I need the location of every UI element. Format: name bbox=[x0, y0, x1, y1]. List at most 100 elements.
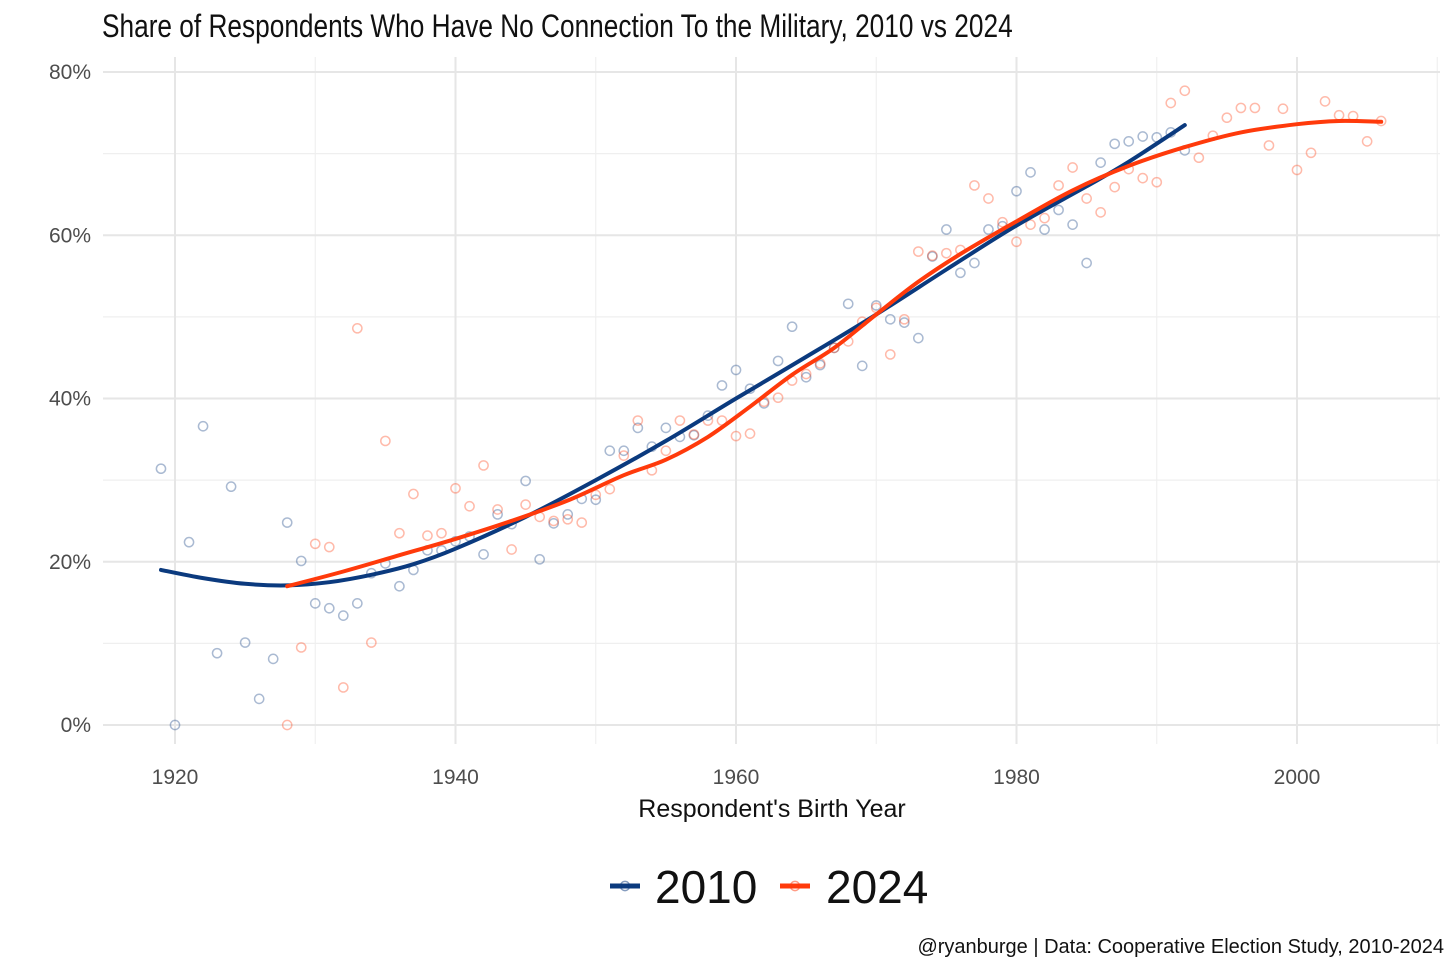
data-point-2010 bbox=[856, 360, 868, 372]
data-point-2010 bbox=[323, 602, 335, 614]
data-point-2024 bbox=[323, 541, 335, 553]
data-point-2010 bbox=[534, 553, 546, 565]
data-point-2010 bbox=[730, 364, 742, 376]
data-point-2010 bbox=[1095, 157, 1107, 168]
data-point-2010 bbox=[660, 422, 672, 434]
y-tick-labels: 0% 20% 40% 60% 80% bbox=[49, 61, 91, 737]
x-tick-label: 2000 bbox=[1274, 766, 1321, 789]
data-point-2010 bbox=[941, 224, 952, 235]
legend-key-point-2024 bbox=[789, 880, 801, 892]
data-point-2024 bbox=[366, 637, 377, 648]
data-point-2024 bbox=[1165, 97, 1177, 109]
data-point-2024 bbox=[983, 193, 994, 204]
data-point-2010 bbox=[842, 298, 854, 310]
grid-minor bbox=[103, 57, 1440, 744]
x-tick-label: 1940 bbox=[432, 766, 479, 789]
data-point-2024 bbox=[1109, 181, 1121, 193]
data-point-2024 bbox=[1067, 162, 1078, 173]
caption: @ryanburge | Data: Cooperative Election … bbox=[917, 936, 1444, 958]
data-point-2010 bbox=[912, 332, 924, 344]
legend-label-2010: 2010 bbox=[655, 861, 757, 913]
data-point-2010 bbox=[155, 463, 167, 475]
data-point-2024 bbox=[1053, 180, 1064, 191]
data-point-2010 bbox=[618, 445, 630, 457]
y-tick-label: 0% bbox=[61, 714, 91, 737]
data-point-2010 bbox=[211, 647, 223, 659]
data-point-2010 bbox=[604, 445, 616, 457]
data-point-2024 bbox=[337, 682, 349, 693]
data-point-2010 bbox=[492, 509, 503, 520]
data-point-2010 bbox=[1053, 204, 1064, 216]
legend-label-2024: 2024 bbox=[826, 861, 928, 913]
trend-line-2024 bbox=[285, 118, 1384, 589]
data-point-2024 bbox=[464, 500, 475, 512]
data-point-2024 bbox=[492, 504, 503, 515]
data-point-2010 bbox=[1025, 167, 1036, 178]
data-point-2024 bbox=[912, 246, 924, 257]
x-axis-title: Respondent's Birth Year bbox=[638, 795, 905, 823]
data-point-2024 bbox=[744, 428, 756, 439]
data-point-2024 bbox=[1011, 236, 1022, 248]
data-point-2024 bbox=[688, 429, 700, 440]
data-point-2024 bbox=[1277, 103, 1289, 115]
data-point-2010 bbox=[225, 481, 237, 493]
data-point-2010 bbox=[1137, 131, 1149, 142]
data-point-2024 bbox=[351, 322, 363, 334]
data-point-2010 bbox=[239, 637, 251, 648]
data-point-2010 bbox=[478, 549, 489, 560]
data-point-2024 bbox=[422, 530, 433, 541]
data-point-2010 bbox=[1011, 185, 1022, 197]
data-point-2010 bbox=[702, 410, 714, 421]
data-point-2010 bbox=[927, 251, 938, 262]
data-point-2010 bbox=[309, 598, 321, 609]
data-point-2024 bbox=[1291, 164, 1303, 176]
data-point-2010 bbox=[590, 494, 602, 506]
data-point-2024 bbox=[1333, 109, 1345, 121]
data-point-2010 bbox=[169, 719, 181, 731]
data-point-2024 bbox=[1151, 176, 1163, 188]
data-point-2024 bbox=[927, 250, 938, 262]
data-point-2010 bbox=[351, 598, 363, 609]
data-point-2024 bbox=[1305, 147, 1317, 159]
data-point-2010 bbox=[267, 653, 279, 665]
data-point-2024 bbox=[520, 499, 531, 510]
data-point-2010 bbox=[562, 509, 574, 520]
data-point-2010 bbox=[1123, 136, 1135, 147]
data-point-2024 bbox=[1179, 85, 1191, 97]
x-tick-label: 1960 bbox=[713, 766, 760, 789]
data-point-2010 bbox=[688, 429, 700, 441]
data-point-2010 bbox=[898, 317, 910, 328]
data-point-2024 bbox=[632, 415, 644, 426]
data-point-2024 bbox=[295, 642, 307, 653]
data-point-2010 bbox=[870, 300, 882, 311]
data-point-2010 bbox=[281, 517, 293, 528]
data-point-2010 bbox=[983, 224, 994, 235]
data-point-2010 bbox=[197, 420, 209, 432]
y-tick-label: 80% bbox=[49, 61, 91, 84]
data-point-2024 bbox=[450, 482, 461, 494]
y-tick-label: 60% bbox=[49, 224, 91, 247]
data-point-2024 bbox=[941, 247, 952, 259]
data-points bbox=[155, 85, 1387, 731]
data-point-2010 bbox=[394, 580, 405, 592]
data-point-2024 bbox=[380, 435, 391, 447]
data-point-2010 bbox=[1109, 138, 1121, 150]
data-point-2010 bbox=[758, 398, 770, 409]
data-point-2024 bbox=[1361, 136, 1373, 147]
legend: 2010 2024 bbox=[610, 861, 928, 913]
data-point-2024 bbox=[548, 515, 560, 527]
y-tick-label: 40% bbox=[49, 388, 91, 411]
data-point-2010 bbox=[955, 267, 966, 279]
data-point-2010 bbox=[716, 380, 728, 391]
data-point-2024 bbox=[730, 430, 742, 442]
data-point-2024 bbox=[1249, 102, 1261, 114]
data-point-2010 bbox=[183, 536, 195, 548]
data-point-2024 bbox=[884, 349, 896, 360]
data-point-2024 bbox=[674, 415, 686, 426]
grid-major bbox=[103, 57, 1440, 744]
x-tick-label: 1980 bbox=[993, 766, 1040, 789]
data-point-2010 bbox=[253, 693, 265, 705]
data-point-2010 bbox=[632, 422, 644, 434]
data-point-2024 bbox=[408, 488, 419, 500]
data-point-2024 bbox=[1095, 207, 1107, 218]
